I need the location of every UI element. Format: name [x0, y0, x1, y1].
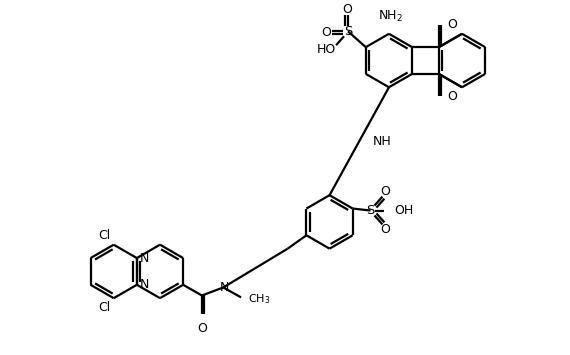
Text: NH: NH	[373, 135, 392, 148]
Text: O: O	[447, 90, 457, 103]
Text: Cl: Cl	[99, 301, 111, 313]
Text: S: S	[344, 25, 352, 38]
Text: N: N	[140, 278, 149, 291]
Text: O: O	[197, 322, 207, 335]
Text: OH: OH	[394, 204, 414, 217]
Text: HO: HO	[316, 43, 336, 56]
Text: CH$_3$: CH$_3$	[248, 293, 271, 306]
Text: N: N	[219, 281, 229, 294]
Text: O: O	[342, 3, 352, 16]
Text: S: S	[367, 204, 374, 217]
Text: O: O	[380, 223, 390, 236]
Text: O: O	[321, 26, 331, 39]
Text: Cl: Cl	[99, 229, 111, 242]
Text: O: O	[447, 18, 457, 31]
Text: O: O	[380, 185, 390, 198]
Text: N: N	[140, 252, 149, 264]
Text: NH$_2$: NH$_2$	[378, 9, 404, 24]
